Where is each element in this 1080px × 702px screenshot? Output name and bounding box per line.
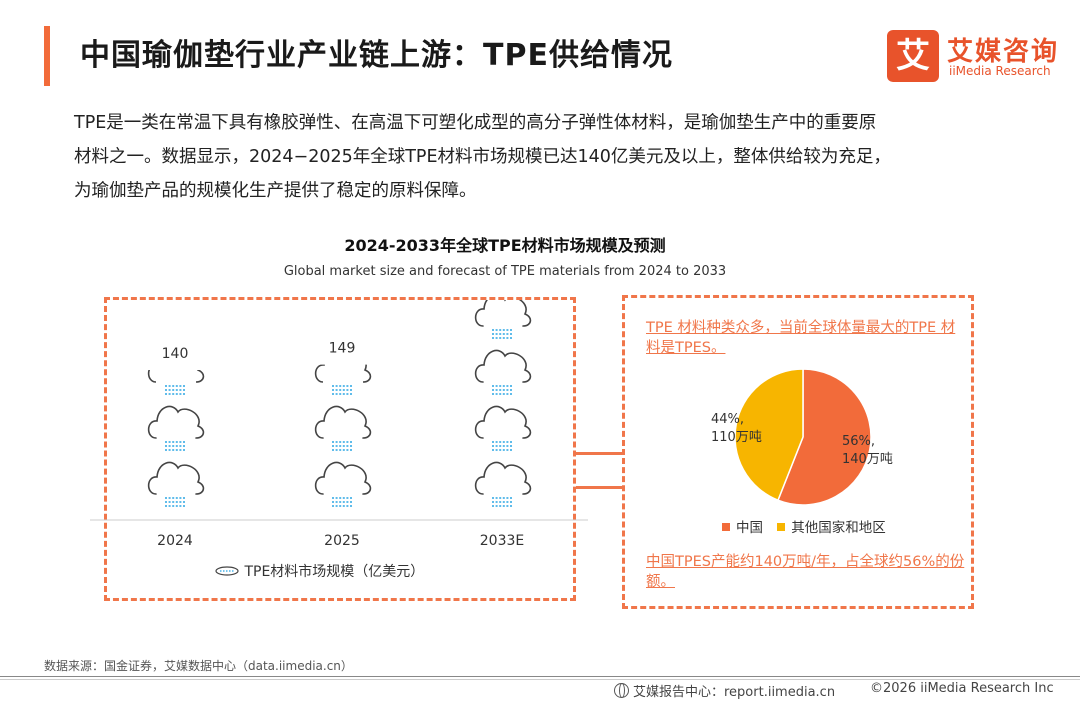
partial-cloud-icon [147,370,205,395]
title-accent-bar [44,26,50,86]
footer-copyright: ©2026 iiMedia Research Inc [870,681,1054,696]
page-title: 中国瑜伽垫行业产业链上游：TPE供给情况 [80,38,673,73]
connector-line-top [576,452,622,455]
connector-line-bottom [576,486,622,489]
pie-label-china: 56%, 140万吨 [842,433,893,469]
iimedia-logo: 艾 艾媒咨询 iiMedia Research [887,30,1062,82]
pie-label-other-volume: 110万吨 [711,430,762,445]
cloud-legend-icon [215,566,239,576]
market-size-icon-chart: 140202414920252402033E [90,300,588,549]
partial-cloud-icon [314,364,372,395]
data-source: 数据来源：国金证券，艾媒数据中心（data.iimedia.cn） [44,659,353,673]
bar-legend-label: TPE材料市场规模（亿美元） [244,564,425,580]
cloud-icon [147,461,205,507]
tpes-note-top: TPE 材料种类众多，当前全球体量最大的TPE 材料是TPES。 [646,320,956,356]
pie-chart [734,368,872,506]
bar-legend: TPE材料市场规模（亿美元） [214,561,424,581]
cloud-icon [314,461,372,507]
category-label: 2025 [324,533,360,549]
globe-icon [614,683,629,698]
pie-slice [734,368,804,502]
footer-report-text: 艾媒报告中心：report.iimedia.cn [633,685,836,700]
logo-cn-text: 艾媒咨询 [947,37,1060,67]
pie-label-china-volume: 140万吨 [842,452,893,467]
tpes-share-panel [622,295,974,609]
footer-divider-light [0,679,1080,680]
intro-line-2: 材料之一。数据显示，2024−2025年全球TPE材料市场规模已达140亿美元及… [74,147,891,167]
footer-divider [0,676,1080,677]
cloud-icon [147,405,205,451]
intro-line-3: 为瑜伽垫产品的规模化生产提供了稳定的原料保障。 [74,181,477,201]
footer-report-center[interactable]: 艾媒报告中心：report.iimedia.cn [614,681,835,700]
cloud-icon [474,461,532,507]
pie-slice [776,368,872,506]
pie-legend: 中国 其他国家和地区 [722,516,886,536]
pie-label-china-pct: 56%, [842,434,876,449]
cloud-icon [474,300,532,339]
legend-swatch-china [722,523,730,531]
chart-title: 2024-2033年全球TPE材料市场规模及预测 [344,236,666,255]
category-label: 2033E [480,533,524,549]
category-label: 2024 [157,533,193,549]
tpes-note-bottom: 中国TPES产能约140万吨/年，占全球约56%的份额。 [646,554,965,590]
pie-label-other-pct: 44%, [711,412,745,427]
cloud-icon [474,405,532,451]
legend-label-china: 中国 [736,520,763,536]
cloud-icon [314,405,372,451]
logo-mark: 艾 [887,30,939,82]
value-label: 149 [329,341,356,357]
intro-line-1: TPE是一类在常温下具有橡胶弹性、在高温下可塑化成型的高分子弹性体材料，是瑜伽垫… [74,113,877,133]
legend-swatch-other [777,523,786,531]
legend-label-other: 其他国家和地区 [791,520,886,536]
intro-paragraph: TPE是一类在常温下具有橡胶弹性、在高温下可塑化成型的高分子弹性体材料，是瑜伽垫… [74,106,1024,208]
chart-subtitle: Global market size and forecast of TPE m… [283,264,727,279]
value-label: 140 [162,346,189,362]
pie-label-other: 44%, 110万吨 [711,411,762,447]
market-size-panel [104,297,576,601]
logo-en-text: iiMedia Research [949,64,1051,78]
cloud-icon [474,349,532,395]
